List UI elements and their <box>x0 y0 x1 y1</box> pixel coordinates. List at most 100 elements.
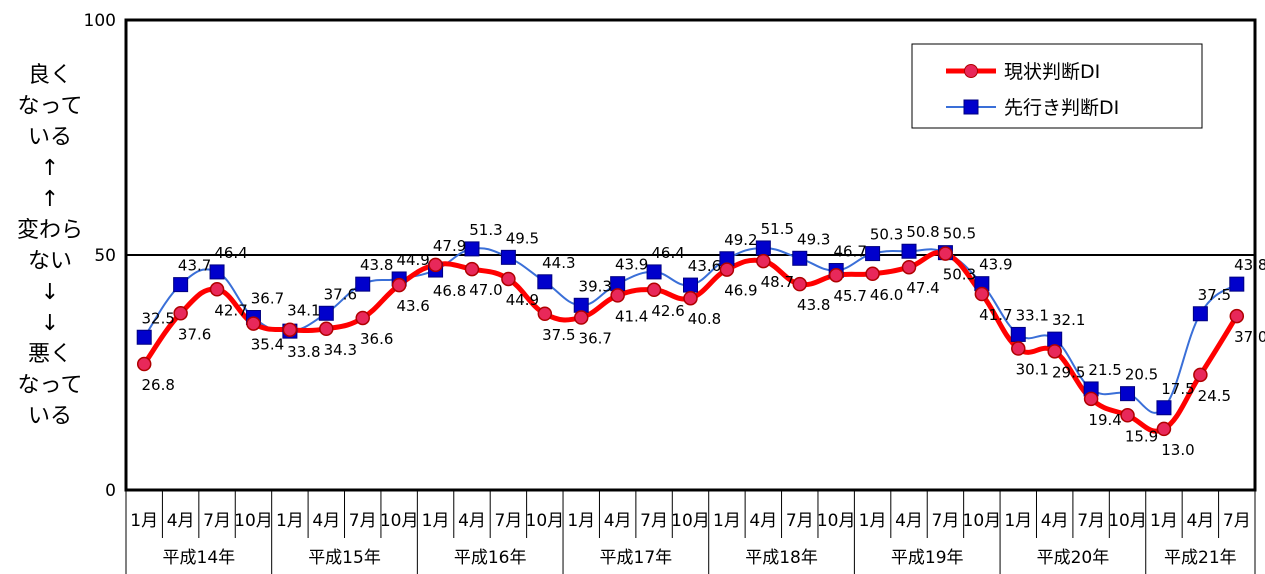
point-genjo <box>719 262 735 277</box>
y-annotation-line: ↑ <box>41 187 59 212</box>
y-annotation-line: なって <box>18 373 83 398</box>
data-label-genjo: 44.9 <box>506 291 539 309</box>
point-sakiyuki <box>792 250 808 266</box>
data-label-sakiyuki: 51.3 <box>469 221 502 239</box>
point-genjo <box>391 277 407 293</box>
data-label-genjo: 37.5 <box>542 326 575 344</box>
data-label-sakiyuki: 46.4 <box>651 244 684 262</box>
x-tick-label: 1月 <box>1150 511 1178 531</box>
point-genjo <box>901 259 917 275</box>
point-sakiyuki <box>537 274 553 290</box>
point-genjo <box>1229 308 1245 324</box>
data-label-sakiyuki: 50.8 <box>906 223 939 241</box>
point-genjo <box>428 257 443 273</box>
x-tick-label: 4月 <box>895 511 923 531</box>
y-annotation-line: ↓ <box>41 280 59 305</box>
data-labels-layer: 32.526.843.737.646.442.736.735.434.133.8… <box>142 220 1265 459</box>
series-layer <box>136 240 1245 437</box>
data-label-genjo: 15.9 <box>1125 427 1158 445</box>
data-label-genjo: 47.4 <box>906 279 939 297</box>
point-sakiyuki <box>1120 386 1136 402</box>
x-tick-label: 10月 <box>671 511 710 531</box>
x-tick-label: 10月 <box>1108 511 1147 531</box>
data-label-sakiyuki: 49.3 <box>797 230 830 248</box>
x-year-label: 平成17年 <box>600 548 673 568</box>
x-tick-label: 7月 <box>1223 511 1251 531</box>
point-sakiyuki <box>136 329 152 345</box>
legend-marker-sakiyuki <box>963 99 979 115</box>
data-label-sakiyuki: 44.3 <box>542 254 575 272</box>
point-genjo <box>683 290 698 306</box>
data-label-genjo: 34.1 <box>287 302 320 320</box>
x-tick-label: 1月 <box>422 511 450 531</box>
x-tick-label: 4月 <box>604 511 632 531</box>
legend-marker-genjo <box>964 64 978 78</box>
x-tick-label: 10月 <box>817 511 856 531</box>
x-tick-label: 1月 <box>1004 511 1032 531</box>
data-label-genjo: 48.7 <box>761 273 794 291</box>
data-label-sakiyuki: 49.5 <box>506 229 539 247</box>
point-genjo <box>865 266 880 282</box>
data-label-sakiyuki: 51.5 <box>761 220 794 238</box>
data-label-sakiyuki: 37.5 <box>1198 286 1231 304</box>
x-year-label: 平成15年 <box>308 548 381 568</box>
data-label-genjo: 37.6 <box>178 325 211 343</box>
x-tick-label: 4月 <box>167 511 195 531</box>
x-tick-label: 7月 <box>349 511 377 531</box>
data-label-genjo: 30.1 <box>1016 361 1049 379</box>
point-sakiyuki <box>318 305 334 321</box>
x-tick-label: 4月 <box>1186 511 1214 531</box>
x-tick-label: 1月 <box>859 511 887 531</box>
point-genjo <box>246 316 261 331</box>
x-tick-label: 1月 <box>276 511 304 531</box>
data-label-sakiyuki: 32.5 <box>142 309 175 327</box>
data-label-genjo: 19.4 <box>1088 411 1121 429</box>
point-genjo <box>610 288 625 303</box>
data-label-sakiyuki: 46.7 <box>833 243 866 261</box>
data-label-sakiyuki: 17.5 <box>1161 380 1194 398</box>
point-genjo <box>1047 344 1062 359</box>
x-tick-label: 7月 <box>494 511 522 531</box>
x-tick-label: 7月 <box>640 511 668 531</box>
data-label-genjo: 24.5 <box>1198 387 1231 405</box>
legend-box <box>911 43 1203 129</box>
data-label-sakiyuki: 33.1 <box>1016 306 1049 324</box>
point-sakiyuki <box>1047 331 1063 347</box>
data-label-sakiyuki: 37.6 <box>324 285 357 303</box>
point-sakiyuki <box>173 277 189 293</box>
x-year-label: 平成19年 <box>891 548 964 568</box>
point-genjo <box>282 322 298 337</box>
y-tick-label: 0 <box>105 481 116 501</box>
x-tick-label: 4月 <box>312 511 340 531</box>
x-tick-label: 7月 <box>786 511 814 531</box>
point-sakiyuki <box>646 264 662 280</box>
point-sakiyuki <box>1010 326 1026 342</box>
x-tick-label: 7月 <box>203 511 231 531</box>
point-genjo <box>209 282 225 297</box>
x-tick-label: 10月 <box>526 511 565 531</box>
data-label-sakiyuki: 39.3 <box>579 277 612 295</box>
point-genjo <box>464 261 480 277</box>
point-sakiyuki <box>1229 276 1245 292</box>
data-label-genjo: 50.3 <box>943 266 976 284</box>
point-genjo <box>1156 421 1172 437</box>
x-year-label: 平成14年 <box>163 548 236 568</box>
data-label-genjo: 41.7 <box>979 306 1012 324</box>
data-label-genjo: 36.7 <box>579 330 612 348</box>
x-tick-label: 4月 <box>749 511 777 531</box>
data-label-genjo: 41.4 <box>615 307 648 325</box>
y-tick-label: 100 <box>84 11 116 31</box>
y-annotation-line: 良く <box>28 63 72 88</box>
data-label-genjo: 26.8 <box>142 376 175 394</box>
y-annotation-line: ない <box>28 249 72 274</box>
point-sakiyuki <box>573 297 589 313</box>
x-tick-label: 1月 <box>713 511 741 531</box>
point-sakiyuki <box>901 243 917 259</box>
y-tick-label: 50 <box>94 246 116 266</box>
point-genjo <box>938 246 953 261</box>
point-genjo <box>646 282 662 298</box>
data-label-sakiyuki: 43.8 <box>360 256 393 274</box>
data-label-genjo: 35.4 <box>251 336 284 354</box>
